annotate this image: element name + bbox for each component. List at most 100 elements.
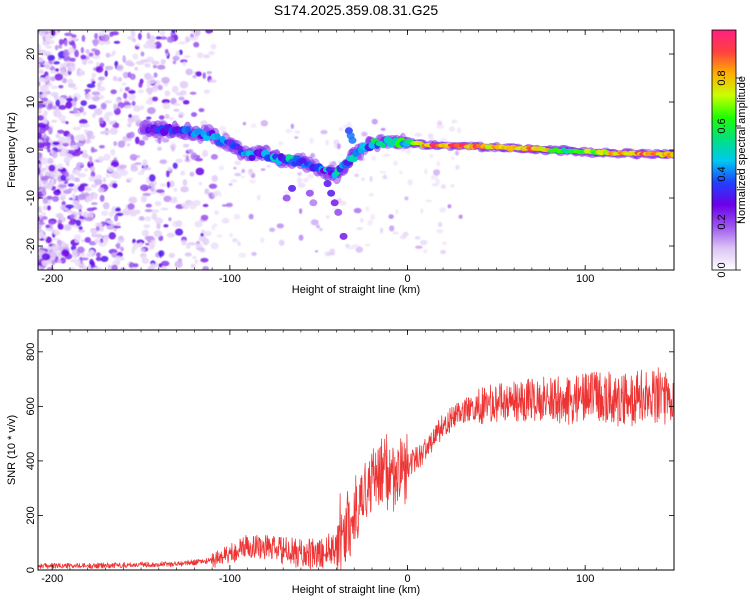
noise-speck [135, 136, 140, 145]
ridge-branch [323, 180, 332, 188]
noise-speck [42, 133, 47, 140]
noise-speck [120, 246, 124, 252]
noise-speck [90, 166, 96, 173]
ridge-core [248, 154, 256, 161]
noise-speck [71, 193, 77, 200]
noise-speck [172, 60, 177, 65]
noise-speck [96, 86, 106, 92]
noise-speck [389, 225, 395, 232]
noise-speck [238, 252, 247, 258]
chart-title: S174.2025.359.08.31.G25 [274, 2, 438, 18]
noise-speck [77, 185, 85, 192]
snr-frame [37, 329, 675, 571]
noise-speck [420, 207, 424, 214]
noise-speck [134, 162, 142, 166]
noise-speck [451, 119, 456, 124]
snr-xtick-label: 0 [404, 573, 410, 585]
noise-speck [414, 245, 423, 249]
noise-speck [149, 179, 157, 188]
noise-speck [55, 99, 61, 107]
noise-speck [146, 80, 151, 88]
noise-speck [109, 127, 118, 135]
noise-speck [130, 163, 136, 170]
noise-speck [200, 214, 209, 221]
ridge-branch [330, 199, 339, 207]
noise-speck [228, 183, 233, 186]
noise-speck [42, 205, 48, 211]
noise-speck [140, 105, 145, 111]
noise-speck [172, 55, 180, 61]
noise-speck [151, 188, 155, 192]
noise-speck [229, 232, 233, 238]
noise-speck [325, 139, 329, 146]
noise-speck [157, 85, 163, 91]
noise-speck [96, 222, 103, 227]
noise-speck [126, 143, 131, 147]
noise-speck [447, 204, 452, 209]
noise-speck [369, 175, 373, 183]
noise-speck [210, 154, 218, 160]
noise-speck [99, 238, 104, 244]
noise-speck [158, 115, 165, 120]
noise-speck [84, 88, 91, 93]
noise-speck [60, 174, 67, 181]
noise-speck [116, 64, 124, 72]
noise-speck [168, 217, 172, 222]
noise-speck [40, 167, 47, 171]
noise-speck [38, 80, 41, 87]
noise-speck [47, 148, 51, 153]
noise-speck [218, 192, 222, 197]
noise-speck [88, 104, 97, 110]
noise-speck [159, 36, 168, 40]
noise-speck [38, 206, 41, 212]
noise-speck [346, 121, 352, 128]
noise-speck [395, 209, 399, 215]
noise-speck [144, 72, 152, 80]
noise-speck [110, 148, 116, 156]
noise-speck [456, 127, 462, 134]
noise-speck [68, 35, 73, 42]
noise-speck [111, 252, 118, 258]
noise-speck [52, 141, 60, 146]
ridge-core [379, 141, 386, 148]
noise-speck [44, 75, 52, 82]
noise-speck [65, 161, 70, 167]
noise-speck [69, 214, 76, 219]
noise-speck [146, 116, 152, 120]
noise-speck [90, 184, 98, 188]
ridge-core [368, 141, 376, 149]
noise-speck [194, 157, 203, 162]
noise-speck [111, 264, 118, 270]
noise-speck [38, 108, 42, 115]
noise-speck [285, 128, 293, 134]
noise-speck [420, 239, 428, 246]
noise-speck [354, 173, 360, 178]
noise-speckle-layer [38, 30, 463, 270]
noise-speck [46, 195, 53, 200]
noise-speck [166, 181, 171, 188]
noise-speck [102, 202, 110, 210]
ridge-core [214, 133, 221, 140]
noise-speck [237, 241, 241, 247]
noise-speck [429, 153, 434, 158]
noise-speck [148, 174, 156, 182]
noise-speck [105, 219, 110, 223]
colorbar-tick-label: 0.6 [716, 118, 728, 133]
noise-speck [151, 60, 160, 65]
noise-speck [51, 119, 58, 123]
noise-speck [450, 184, 455, 188]
noise-speck [70, 34, 77, 38]
noise-speck [251, 251, 257, 256]
noise-speck [166, 36, 175, 43]
noise-speck [85, 185, 90, 193]
noise-speck [79, 119, 88, 125]
noise-speck [218, 165, 225, 171]
noise-speck [276, 223, 284, 229]
noise-speck [260, 168, 266, 171]
noise-speck [75, 141, 85, 147]
noise-speck [194, 30, 201, 37]
noise-speck [93, 266, 103, 270]
noise-speck [117, 235, 125, 244]
ridge-branch [282, 194, 291, 202]
noise-speck [155, 189, 165, 194]
